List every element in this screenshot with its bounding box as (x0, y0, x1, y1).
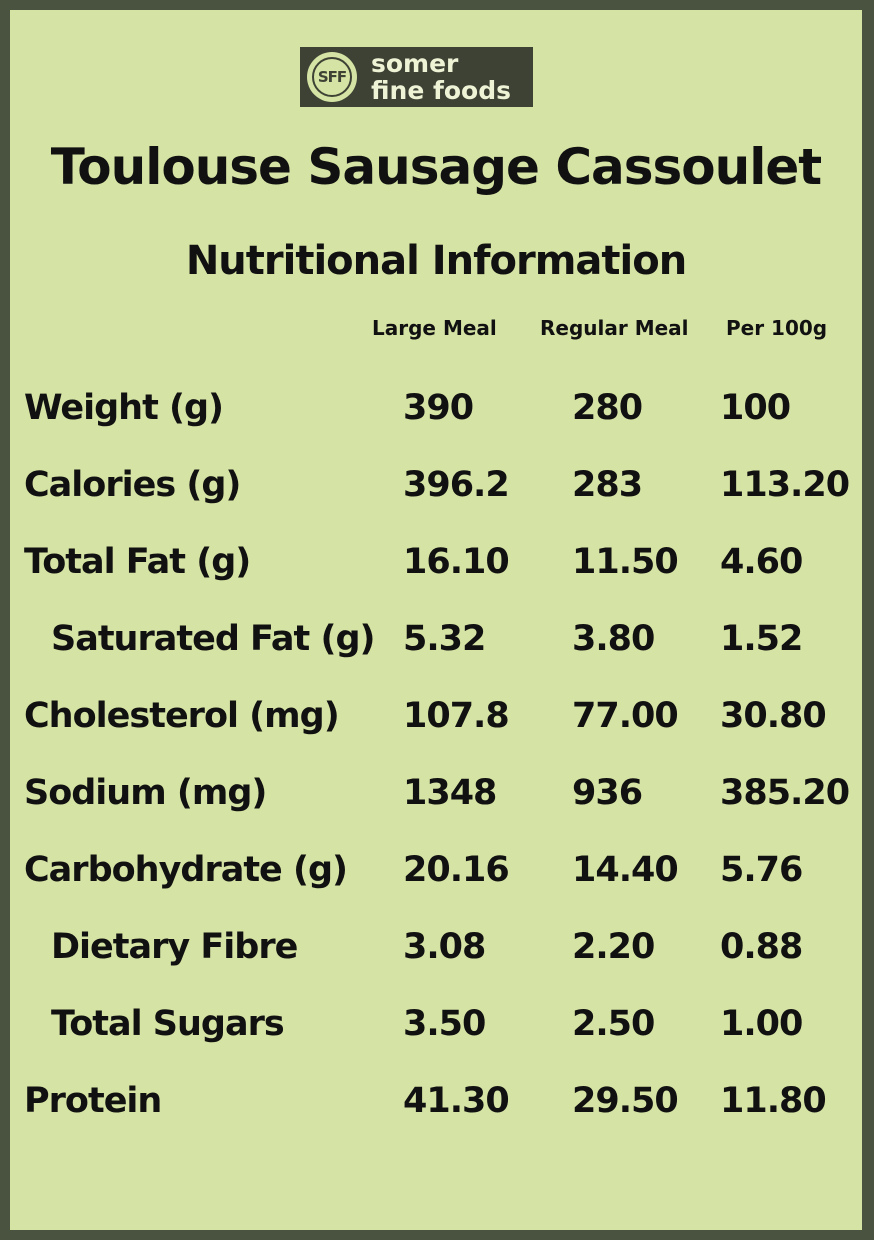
table-row: Sodium (mg) 1348 936 385.20 (10, 773, 862, 833)
value-per-100g: 1.52 (720, 619, 803, 659)
brand-logo: SFF somer fine foods (300, 47, 533, 107)
column-header-per-100g: Per 100g (726, 316, 828, 340)
table-row: Weight (g) 390 280 100 (10, 388, 862, 448)
logo-wordmark: somer fine foods (371, 50, 511, 104)
logo-line-2: fine foods (371, 76, 511, 105)
logo-line-1: somer (371, 49, 459, 78)
logo-monogram-text: SFF (317, 68, 347, 86)
value-regular-meal: 29.50 (572, 1081, 679, 1121)
table-row: Calories (g) 396.2 283 113.20 (10, 465, 862, 525)
value-regular-meal: 283 (572, 465, 643, 505)
value-per-100g: 11.80 (720, 1081, 827, 1121)
page-title: Toulouse Sausage Cassoulet (50, 138, 822, 196)
column-header-large-meal: Large Meal (372, 316, 497, 340)
column-header-regular-meal: Regular Meal (540, 316, 689, 340)
row-label: Calories (g) (24, 465, 241, 505)
row-label: Total Fat (g) (24, 542, 251, 582)
table-row: Total Fat (g) 16.10 11.50 4.60 (10, 542, 862, 602)
row-label: Weight (g) (24, 388, 224, 428)
row-label: Total Sugars (51, 1004, 285, 1044)
value-large-meal: 20.16 (403, 850, 510, 890)
value-regular-meal: 280 (572, 388, 643, 428)
row-label: Sodium (mg) (24, 773, 267, 813)
table-row: Total Sugars 3.50 2.50 1.00 (10, 1004, 862, 1064)
table-row: Protein 41.30 29.50 11.80 (10, 1081, 862, 1141)
value-regular-meal: 3.80 (572, 619, 655, 659)
table-row: Saturated Fat (g) 5.32 3.80 1.52 (10, 619, 862, 679)
value-regular-meal: 2.20 (572, 927, 655, 967)
value-per-100g: 30.80 (720, 696, 827, 736)
row-label: Cholesterol (mg) (24, 696, 340, 736)
value-large-meal: 396.2 (403, 465, 510, 505)
row-label: Saturated Fat (g) (51, 619, 375, 659)
table-row: Cholesterol (mg) 107.8 77.00 30.80 (10, 696, 862, 756)
value-regular-meal: 2.50 (572, 1004, 655, 1044)
row-label: Dietary Fibre (51, 927, 298, 967)
value-per-100g: 113.20 (720, 465, 850, 505)
value-regular-meal: 77.00 (572, 696, 679, 736)
table-row: Dietary Fibre 3.08 2.20 0.88 (10, 927, 862, 987)
value-regular-meal: 936 (572, 773, 643, 813)
value-per-100g: 4.60 (720, 542, 803, 582)
value-per-100g: 385.20 (720, 773, 850, 813)
logo-monogram: SFF (307, 52, 357, 102)
value-large-meal: 3.08 (403, 927, 486, 967)
value-large-meal: 5.32 (403, 619, 486, 659)
value-large-meal: 3.50 (403, 1004, 486, 1044)
value-per-100g: 5.76 (720, 850, 803, 890)
page-subtitle: Nutritional Information (185, 238, 687, 284)
row-label: Carbohydrate (g) (24, 850, 348, 890)
value-regular-meal: 14.40 (572, 850, 679, 890)
row-label: Protein (24, 1081, 162, 1121)
value-large-meal: 41.30 (403, 1081, 510, 1121)
value-per-100g: 100 (720, 388, 791, 428)
value-per-100g: 1.00 (720, 1004, 803, 1044)
value-regular-meal: 11.50 (572, 542, 679, 582)
value-large-meal: 1348 (403, 773, 497, 813)
value-per-100g: 0.88 (720, 927, 803, 967)
table-row: Carbohydrate (g) 20.16 14.40 5.76 (10, 850, 862, 910)
value-large-meal: 390 (403, 388, 474, 428)
nutrition-card: SFF somer fine foods Toulouse Sausage Ca… (10, 10, 862, 1230)
value-large-meal: 107.8 (403, 696, 510, 736)
value-large-meal: 16.10 (403, 542, 510, 582)
